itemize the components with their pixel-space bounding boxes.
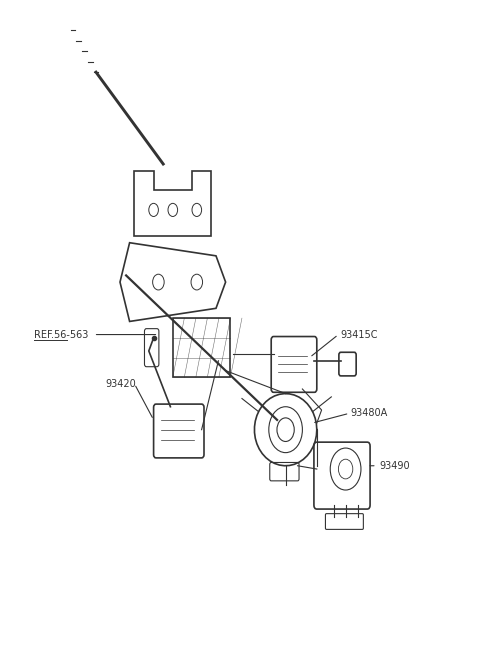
Text: 93480A: 93480A [350,408,388,419]
Text: 93420: 93420 [106,379,136,389]
Text: REF.56-563: REF.56-563 [34,329,88,340]
Text: 93490: 93490 [379,461,410,471]
Text: 93415C: 93415C [341,329,378,340]
